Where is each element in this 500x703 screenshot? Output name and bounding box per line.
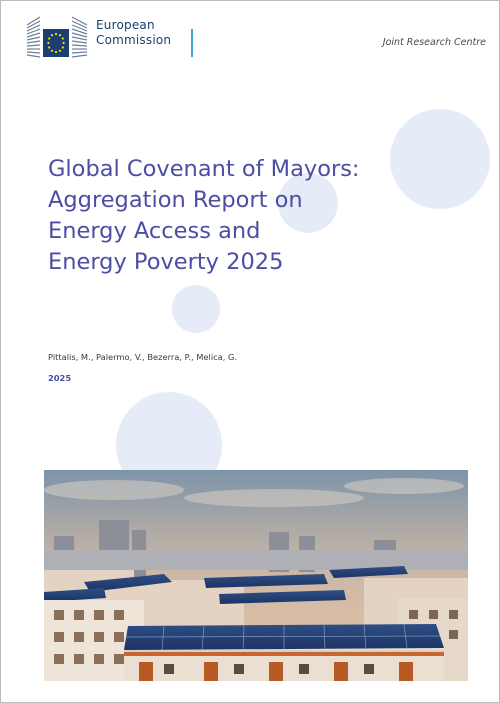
report-title-line: Energy Poverty 2025 — [48, 249, 284, 275]
authors: Pittalis, M., Palermo, V., Bezerra, P., … — [48, 352, 238, 362]
research-unit-label: Joint Research Centre — [382, 37, 486, 48]
organization-name-line2: Commission — [96, 32, 172, 47]
organization-name-line1: European — [96, 18, 155, 32]
decorative-circle — [278, 173, 338, 233]
header: European Commission Joint Research Centr… — [1, 1, 499, 63]
eu-flag-building-icon — [26, 16, 88, 58]
report-title-line: Global Covenant of Mayors: — [48, 156, 360, 182]
european-commission-logo — [26, 13, 88, 59]
report-title: Global Covenant of Mayors: Aggregation R… — [48, 154, 428, 278]
rooftop-solar-panels-photo — [44, 470, 468, 681]
report-title-line: Aggregation Report on — [48, 187, 303, 213]
decorative-circle — [390, 109, 490, 209]
publication-year: 2025 — [48, 373, 72, 383]
report-title-line: Energy Access and — [48, 218, 261, 244]
logo-accent-bar — [191, 29, 193, 57]
organization-name: European Commission — [96, 18, 171, 47]
decorative-circle — [172, 285, 220, 333]
